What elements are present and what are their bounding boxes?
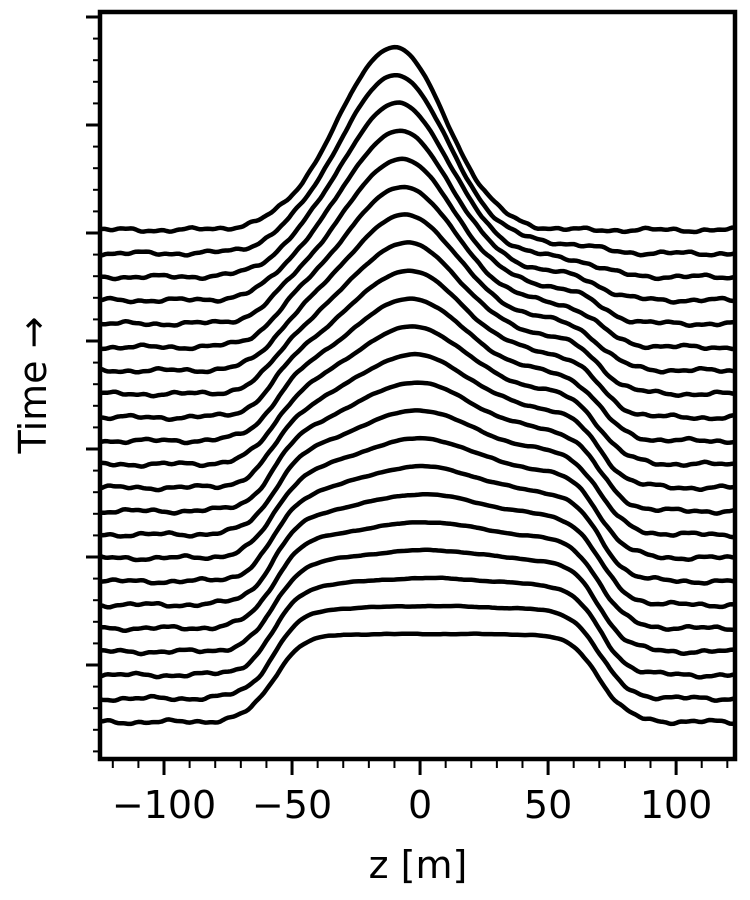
trace-line: [99, 547, 736, 657]
trace-line: [99, 463, 736, 586]
trace-line: [99, 240, 736, 399]
trace-line: [99, 44, 735, 235]
y-axis-ticks: [86, 15, 100, 753]
x-axis-ticks: −100 −50 0 50 100: [111, 759, 729, 827]
trace-line: [99, 72, 736, 259]
trace-line: [99, 631, 736, 727]
trace-line: [99, 212, 736, 375]
trace-line: [99, 184, 736, 352]
y-axis-label: Time →: [11, 317, 55, 455]
x-tick-label: −50: [252, 783, 332, 827]
trace-line: [99, 575, 736, 680]
trace-line: [99, 296, 735, 446]
trace-line: [99, 435, 736, 563]
trace-line: [99, 156, 736, 328]
x-axis-label: z [m]: [369, 843, 468, 887]
trace-line: [99, 491, 736, 610]
trace-line: [100, 324, 735, 469]
plot-frame: [97, 9, 738, 762]
trace-line: [99, 520, 736, 634]
x-tick-label: 50: [524, 783, 572, 827]
x-tick-label: −100: [112, 783, 216, 827]
trace-line: [99, 408, 736, 540]
x-tick-label: 100: [640, 783, 713, 827]
trace-line: [99, 128, 736, 305]
trace-line: [99, 268, 736, 423]
trace-line: [99, 351, 736, 493]
trace-group: [99, 44, 736, 727]
trace-line: [99, 603, 736, 703]
trace-line: [99, 380, 736, 516]
x-tick-label: 0: [408, 783, 432, 827]
trace-line: [99, 100, 736, 282]
